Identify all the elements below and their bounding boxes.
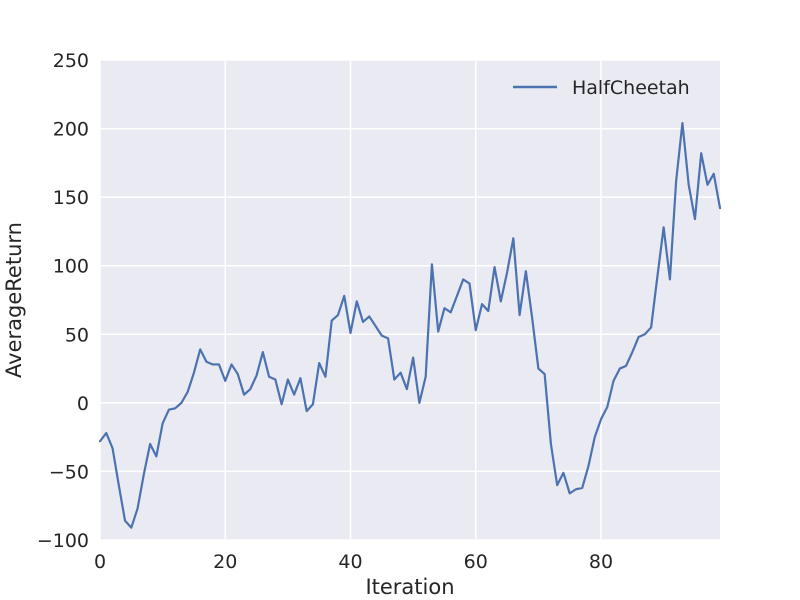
x-tick-label: 40 (338, 551, 362, 573)
series-line-halfcheetah (98, 121, 722, 529)
series-layer (98, 121, 722, 529)
y-tick-label: 50 (65, 324, 89, 346)
plot-background (100, 60, 720, 540)
y-tick-label: 100 (53, 256, 89, 278)
y-tick-labels: −100 −50 0 50 100 150 200 250 (37, 50, 89, 552)
grid-lines (99, 59, 720, 541)
y-tick-label: 250 (53, 50, 89, 72)
y-tick-label: −50 (49, 461, 89, 483)
legend: HalfCheetah (513, 77, 690, 99)
x-tick-labels: 0 20 40 60 80 (94, 551, 613, 573)
x-tick-label: 20 (213, 551, 237, 573)
y-axis-label: AverageReturn (2, 222, 26, 378)
x-tick-label: 80 (589, 551, 613, 573)
y-tick-label: −100 (37, 530, 89, 552)
x-axis-label: Iteration (365, 575, 454, 599)
x-tick-label: 60 (464, 551, 488, 573)
y-tick-label: 0 (77, 393, 89, 415)
legend-label-halfcheetah: HalfCheetah (572, 77, 690, 99)
x-tick-label: 0 (94, 551, 106, 573)
y-tick-label: 200 (53, 119, 89, 141)
y-tick-label: 150 (53, 187, 89, 209)
